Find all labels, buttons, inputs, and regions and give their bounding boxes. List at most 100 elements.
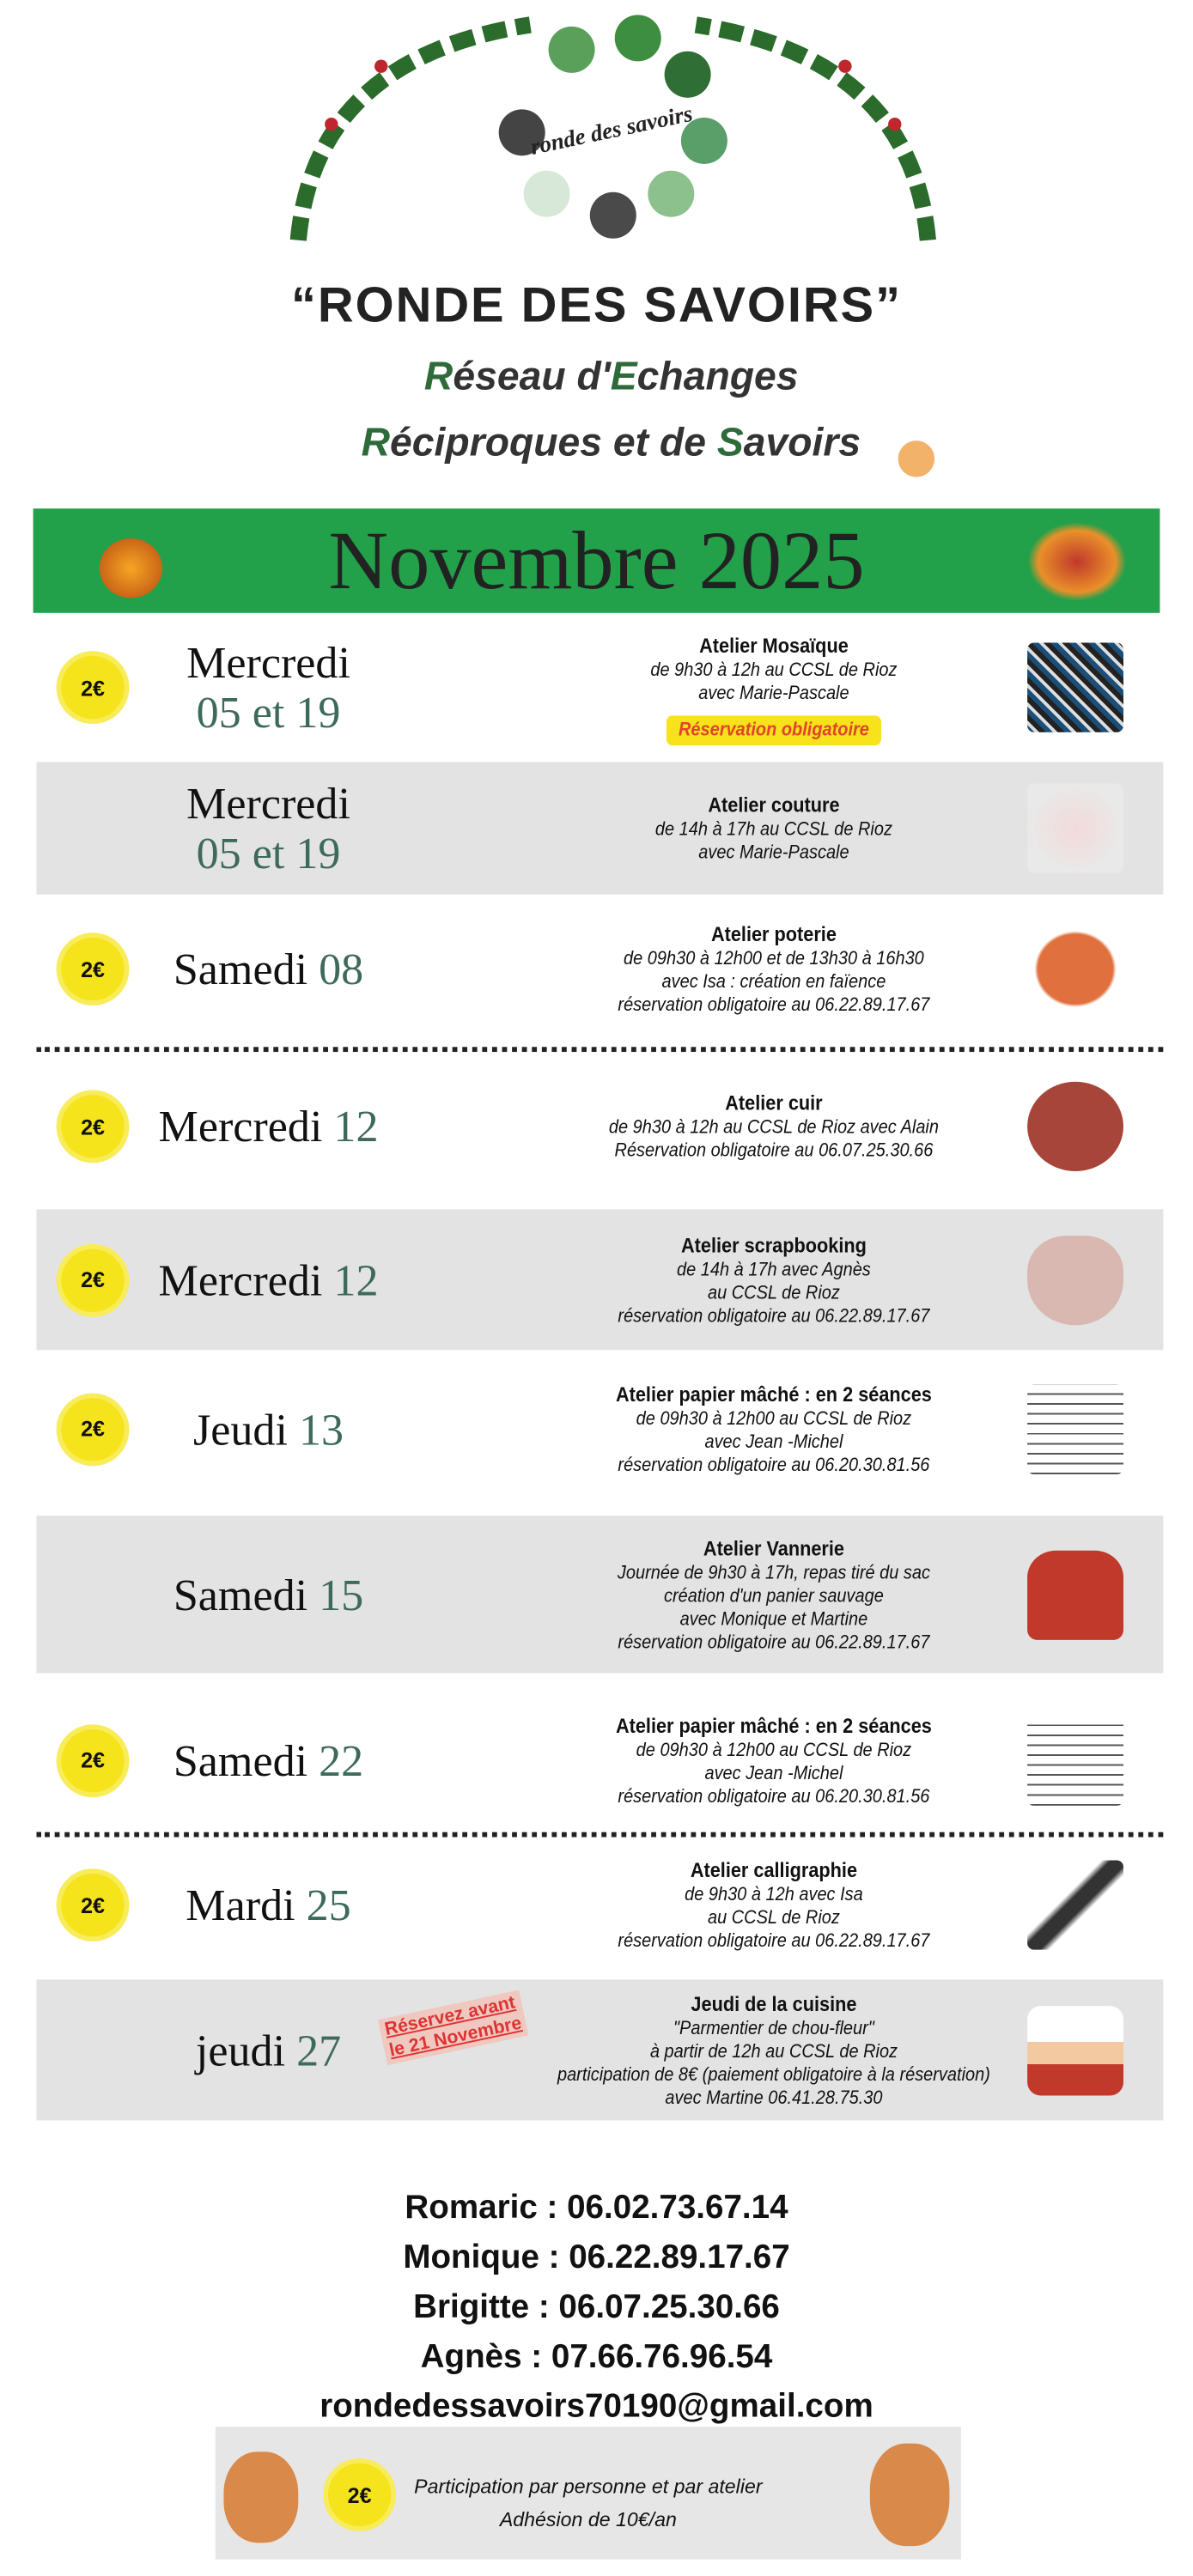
event-detail: avec Jean -Michel bbox=[704, 1763, 843, 1783]
event-detail: création d'un panier sauvage bbox=[664, 1586, 884, 1607]
event-row: 2€ Samedi 22 Atelier papier mâché : en 2 s… bbox=[36, 1698, 1163, 1822]
price-badge: 2€ bbox=[61, 1728, 125, 1792]
event-title: Atelier Mosaïque bbox=[699, 634, 849, 658]
handwriting-icon bbox=[1027, 1383, 1123, 1474]
contacts: Romaric : 06.02.73.67.14 Monique : 06.22… bbox=[0, 2184, 1193, 2432]
event-description: Jeudi de la cuisine "Parmentier de chou-f… bbox=[483, 1992, 1064, 2110]
event-detail: à partir de 12h au CCSL de Rioz bbox=[649, 2041, 898, 2062]
event-description: Atelier papier mâché : en 2 séances de 09… bbox=[483, 1382, 1064, 1477]
event-title: Atelier scrapbooking bbox=[680, 1233, 867, 1257]
event-description: Atelier poterie de 09h30 à 12h00 et de 13… bbox=[483, 923, 1064, 1018]
event-title: Atelier papier mâché : en 2 séances bbox=[615, 1382, 932, 1406]
event-title: Atelier calligraphie bbox=[690, 1858, 858, 1882]
pottery-icon bbox=[1027, 924, 1123, 1014]
divider bbox=[36, 1832, 1164, 1838]
event-description: Atelier Mosaïque de 9h30 à 12h au CCSL de… bbox=[483, 634, 1064, 745]
event-detail: réservation obligatoire au 06.20.30.81.5… bbox=[618, 1786, 930, 1807]
quill-icon bbox=[1027, 1860, 1123, 1950]
event-detail: au CCSL de Rioz bbox=[707, 1283, 840, 1303]
event-row: 2€ Jeudi 13 Atelier papier mâché : en 2 sé… bbox=[36, 1367, 1163, 1492]
event-row: Samedi 15 Atelier Vannerie Journée de 9h30… bbox=[36, 1516, 1164, 1674]
price-badge: 2€ bbox=[61, 937, 125, 1001]
event-detail: de 09h30 à 12h00 au CCSL de Rioz bbox=[636, 1408, 912, 1429]
contact-romaric: Romaric : 06.02.73.67.14 bbox=[405, 2190, 788, 2227]
contact-brigitte: Brigitte : 06.07.25.30.66 bbox=[413, 2289, 780, 2326]
logo-holly-hands: ronde des savoirs bbox=[289, 15, 936, 241]
event-row: 2€ Mercredi 12 Atelier cuir de 9h30 à 12h a… bbox=[36, 1068, 1163, 1184]
autumn-leaves-icon bbox=[1027, 521, 1127, 602]
event-row: 2€ Samedi 08 Atelier poterie de 09h30 à 12h… bbox=[36, 902, 1163, 1035]
event-title: Atelier papier mâché : en 2 séances bbox=[615, 1713, 932, 1737]
event-detail: réservation obligatoire au 06.22.89.17.6… bbox=[618, 1632, 930, 1653]
pumpkin-icon bbox=[99, 538, 163, 598]
price-badge: 2€ bbox=[61, 1248, 125, 1311]
event-date: Mercredi 05 et 19 bbox=[186, 637, 350, 738]
contact-agnes: Agnès : 07.66.76.96.54 bbox=[420, 2339, 773, 2376]
event-title: Jeudi de la cuisine bbox=[691, 1991, 857, 2015]
contact-monique: Monique : 06.22.89.17.67 bbox=[403, 2239, 790, 2276]
event-detail: participation de 8€ (paiement obligatoir… bbox=[557, 2064, 990, 2085]
contact-email[interactable]: rondedessavoirs70190@gmail.com bbox=[320, 2388, 873, 2426]
handwriting-icon bbox=[1027, 1715, 1123, 1805]
event-description: Atelier scrapbooking de 14h à 17h avec Ag… bbox=[483, 1233, 1064, 1327]
event-detail: de 14h à 17h au CCSL de Rioz bbox=[654, 819, 892, 841]
leather-tag-icon bbox=[1027, 1081, 1123, 1171]
event-date: Mercredi 12 bbox=[158, 1101, 379, 1151]
event-detail: avec Isa : création en faïence bbox=[661, 972, 886, 993]
event-detail: de 9h30 à 12h au CCSL de Rioz avec Alain bbox=[608, 1118, 939, 1139]
event-date: jeudi 27 bbox=[195, 2025, 342, 2075]
event-row: jeudi 27 Jeudi de la cuisine "Parmentier d… bbox=[36, 1979, 1164, 2121]
gingerbread-icon bbox=[223, 2451, 299, 2543]
event-title: Atelier cuir bbox=[725, 1091, 823, 1115]
logo-text: ronde des savoirs bbox=[528, 100, 695, 160]
event-detail: au CCSL de Rioz bbox=[707, 1908, 840, 1929]
event-description: Atelier calligraphie de 9h30 à 12h avec I… bbox=[483, 1859, 1064, 1953]
event-row: 2€ Mercredi 05 et 19 Atelier Mosaïque de 9h3… bbox=[36, 621, 1163, 753]
basket-icon bbox=[1027, 1549, 1123, 1639]
event-detail: "Parmentier de chou-fleur" bbox=[673, 2018, 874, 2038]
footer-text: Participation par personne et par atelie… bbox=[414, 2475, 763, 2531]
event-detail: réservation obligatoire au 06.22.89.17.6… bbox=[618, 995, 930, 1016]
month-title: Novembre 2025 bbox=[328, 513, 865, 607]
event-date: Samedi 15 bbox=[173, 1569, 364, 1619]
page-title: “RONDE DES SAVOIRS” bbox=[291, 278, 902, 333]
event-detail: de 14h à 17h avec Agnès bbox=[677, 1260, 871, 1280]
event-row: 2€ Mercredi 12 Atelier scrapbooking de 14h … bbox=[36, 1209, 1164, 1351]
event-detail: réservation obligatoire au 06.20.30.81.5… bbox=[618, 1455, 930, 1475]
event-detail: avec Monique et Martine bbox=[679, 1609, 868, 1630]
divider bbox=[36, 1047, 1164, 1053]
gingerbread-icon bbox=[898, 440, 935, 477]
event-detail: avec Martine 06.41.28.75.30 bbox=[665, 2087, 883, 2108]
event-date: Mardi 25 bbox=[186, 1880, 351, 1930]
chef-icon bbox=[1027, 2005, 1123, 2095]
reservation-required-badge: Réservation obligatoire bbox=[666, 715, 881, 745]
event-description: Atelier couture de 14h à 17h au CCSL de R… bbox=[483, 793, 1064, 865]
subtitle-line-1: Réseau d'Echanges bbox=[423, 354, 799, 399]
price-badge: 2€ bbox=[327, 2463, 392, 2527]
event-date: Mercredi 12 bbox=[158, 1255, 379, 1305]
event-row: Mercredi 05 et 19 Atelier couture de 14h à … bbox=[36, 762, 1164, 895]
event-title: Atelier couture bbox=[708, 793, 840, 817]
event-detail: avec Jean -Michel bbox=[704, 1431, 843, 1452]
event-detail: Réservation obligatoire au 06.07.25.30.6… bbox=[614, 1141, 934, 1162]
event-detail: avec Marie-Pascale bbox=[698, 683, 849, 704]
event-description: Atelier cuir de 9h30 à 12h au CCSL de Rio… bbox=[483, 1091, 1064, 1163]
price-badge: 2€ bbox=[61, 1095, 125, 1158]
event-title: Atelier poterie bbox=[710, 922, 837, 946]
price-badge: 2€ bbox=[61, 655, 125, 720]
heart-icon bbox=[1027, 1235, 1123, 1325]
event-detail: réservation obligatoire au 06.22.89.17.6… bbox=[618, 1931, 930, 1952]
event-detail: Journée de 9h30 à 17h, repas tiré du sac bbox=[617, 1563, 930, 1583]
price-badge: 2€ bbox=[61, 1397, 125, 1461]
event-detail: de 09h30 à 12h00 et de 13h30 à 16h30 bbox=[624, 949, 924, 969]
gingerbread-icon bbox=[869, 2443, 950, 2547]
event-description: Atelier Vannerie Journée de 9h30 à 17h, r… bbox=[483, 1536, 1064, 1654]
event-detail: de 9h30 à 12h au CCSL de Rioz bbox=[650, 660, 898, 681]
subtitle-line-2: Réciproques et de Savoirs bbox=[361, 421, 861, 466]
month-banner: Novembre 2025 bbox=[33, 508, 1160, 613]
sewing-icon bbox=[1027, 783, 1123, 873]
event-date: Mercredi 05 et 19 bbox=[186, 778, 350, 878]
event-row: 2€ Mardi 25 Atelier calligraphie de 9h30 à … bbox=[36, 1847, 1163, 1963]
event-detail: de 09h30 à 12h00 au CCSL de Rioz bbox=[636, 1740, 912, 1760]
